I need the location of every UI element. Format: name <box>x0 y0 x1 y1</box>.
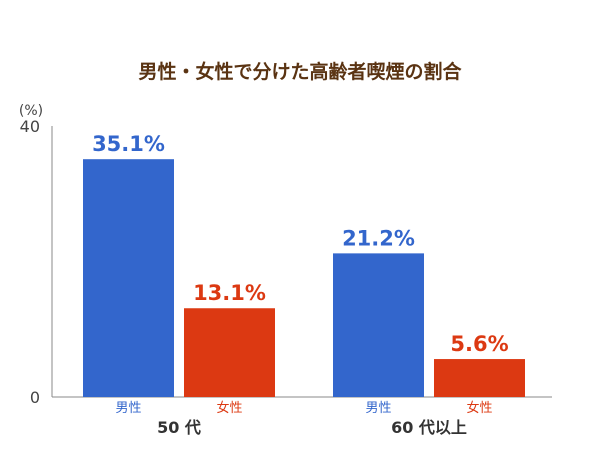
series-label: 女性 <box>466 400 492 416</box>
y-ticks: 0 40 <box>20 117 40 407</box>
series-label: 女性 <box>216 400 242 416</box>
bar <box>434 359 525 397</box>
y-axis-unit-label: (%) <box>19 103 43 119</box>
bar <box>83 159 174 397</box>
y-tick-label: 40 <box>20 117 40 136</box>
data-label: 21.2% <box>342 226 415 250</box>
data-label: 35.1% <box>92 132 165 156</box>
chart-title: 男性・女性で分けた高齢者喫煙の割合 <box>138 60 462 83</box>
bar <box>184 308 275 397</box>
bar <box>333 253 424 397</box>
data-label: 5.6% <box>450 332 508 356</box>
category-label: 60 代以上 <box>391 418 467 437</box>
series-label: 男性 <box>365 401 391 416</box>
category-label: 50 代 <box>157 418 201 437</box>
data-label: 13.1% <box>193 281 266 305</box>
series-label: 男性 <box>115 401 141 416</box>
labels: 35.1% 男性 13.1% 女性 50 代 21.2% 男性 5.6% 女性 60 代以上 <box>92 132 509 437</box>
y-tick-label: 0 <box>30 388 40 407</box>
bars <box>83 159 525 397</box>
